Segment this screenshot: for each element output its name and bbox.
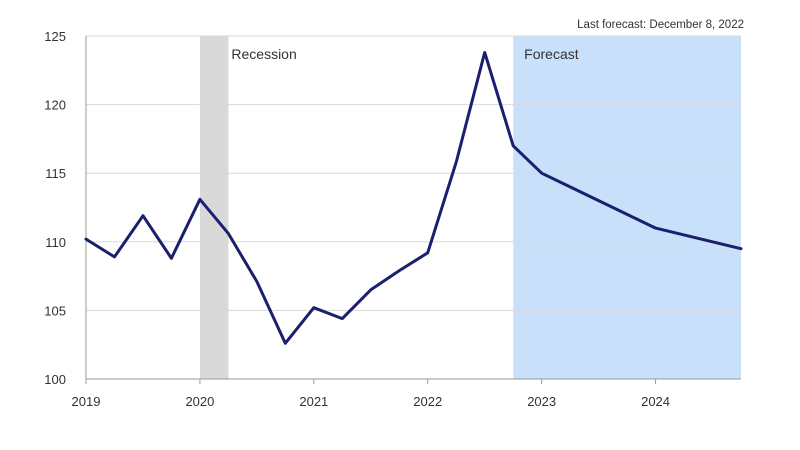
forecast-label: Forecast	[524, 46, 579, 62]
forecast-region	[513, 36, 741, 379]
y-tick-label-105: 105	[44, 303, 66, 318]
x-tick-label-2020: 2020	[185, 394, 214, 409]
y-tick-label-125: 125	[44, 29, 66, 44]
x-tick-label-2021: 2021	[299, 394, 328, 409]
recession-region	[199, 36, 229, 379]
y-tick-label-100: 100	[44, 372, 66, 387]
recession-label: Recession	[231, 46, 296, 62]
forecast-date-note: Last forecast: December 8, 2022	[577, 19, 744, 31]
y-tick-label-115: 115	[45, 166, 66, 181]
shaded-regions	[199, 36, 741, 379]
y-tick-labels: 100 105 110 115 120 125	[44, 29, 66, 387]
series-line-0	[84, 51, 743, 345]
x-tick-label-2022: 2022	[413, 394, 442, 409]
region-labels: Recession Forecast	[231, 46, 578, 62]
x-tick-labels: 2019 2020 2021 2022 2023 2024	[72, 394, 670, 409]
y-tick-label-110: 110	[45, 235, 66, 250]
y-tick-label-120: 120	[44, 98, 66, 113]
series-lines	[84, 51, 743, 345]
x-tick-label-2024: 2024	[641, 394, 670, 409]
x-tick-label-2023: 2023	[527, 394, 556, 409]
x-tick-label-2019: 2019	[72, 394, 101, 409]
axes	[85, 36, 741, 384]
gridlines	[86, 35, 741, 311]
